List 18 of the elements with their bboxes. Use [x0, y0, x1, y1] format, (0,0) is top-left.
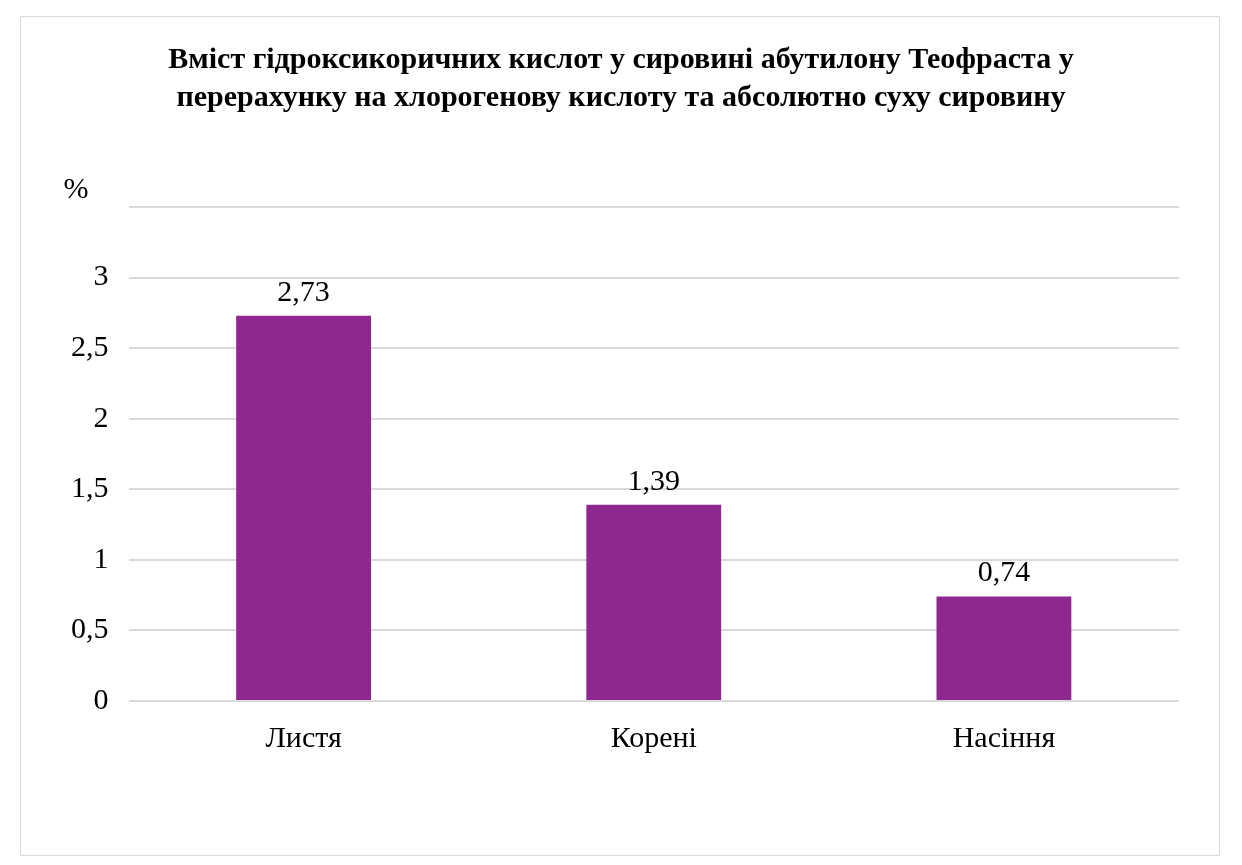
data-label: 2,73 — [277, 273, 330, 307]
x-tick-label: Насіння — [952, 719, 1056, 753]
chart-title: Вміст гідроксикоричних кислот у сировині абутилону Теофраста у перерахунку на хлорогенову кислоту та абсолютно суху сировину — [167, 40, 1075, 114]
bar — [236, 315, 371, 700]
y-tick-label: 1,5 — [71, 470, 109, 504]
x-tick-label: Корені — [610, 719, 697, 753]
bar — [586, 504, 722, 700]
y-tick-label: 2,5 — [71, 329, 109, 363]
y-tick-label: 2 — [93, 399, 109, 433]
bar — [936, 596, 1072, 700]
y-tick-label: 1 — [93, 540, 109, 574]
y-axis-title: % — [63, 170, 89, 204]
y-tick-label: 0,5 — [71, 611, 109, 645]
x-tick-label: Листя — [265, 719, 342, 753]
y-tick-label: 0 — [93, 681, 109, 715]
y-tick-label: 3 — [93, 258, 109, 292]
data-label: 1,39 — [627, 462, 680, 496]
data-label: 0,74 — [977, 554, 1031, 588]
